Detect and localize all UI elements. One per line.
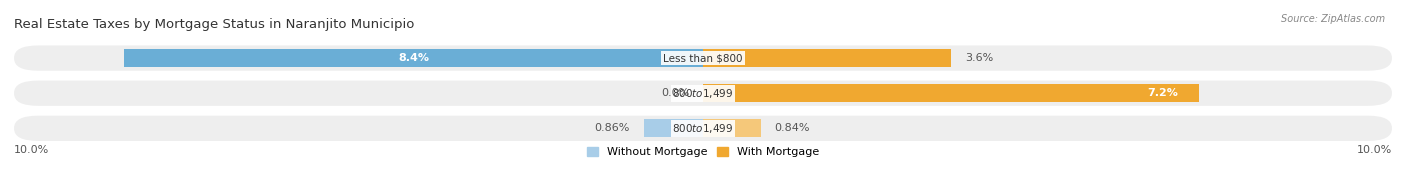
FancyBboxPatch shape [14, 116, 1392, 141]
Bar [703, 84, 1199, 102]
Text: $800 to $1,499: $800 to $1,499 [672, 87, 734, 100]
Text: 10.0%: 10.0% [14, 145, 49, 155]
Bar [703, 119, 761, 137]
Legend: Without Mortgage, With Mortgage: Without Mortgage, With Mortgage [582, 142, 824, 162]
Text: 0.84%: 0.84% [775, 123, 810, 133]
Text: 8.4%: 8.4% [398, 53, 429, 63]
Text: 7.2%: 7.2% [1147, 88, 1178, 98]
Text: Less than $800: Less than $800 [664, 53, 742, 63]
FancyBboxPatch shape [14, 81, 1392, 106]
Bar [703, 49, 950, 67]
Text: 0.0%: 0.0% [661, 88, 689, 98]
Text: $800 to $1,499: $800 to $1,499 [672, 122, 734, 135]
FancyBboxPatch shape [14, 45, 1392, 71]
Bar [644, 119, 703, 137]
Text: 10.0%: 10.0% [1357, 145, 1392, 155]
Text: 3.6%: 3.6% [965, 53, 993, 63]
Text: Real Estate Taxes by Mortgage Status in Naranjito Municipio: Real Estate Taxes by Mortgage Status in … [14, 18, 415, 31]
Bar [124, 49, 703, 67]
Text: 0.86%: 0.86% [595, 123, 630, 133]
Text: Source: ZipAtlas.com: Source: ZipAtlas.com [1281, 14, 1385, 24]
